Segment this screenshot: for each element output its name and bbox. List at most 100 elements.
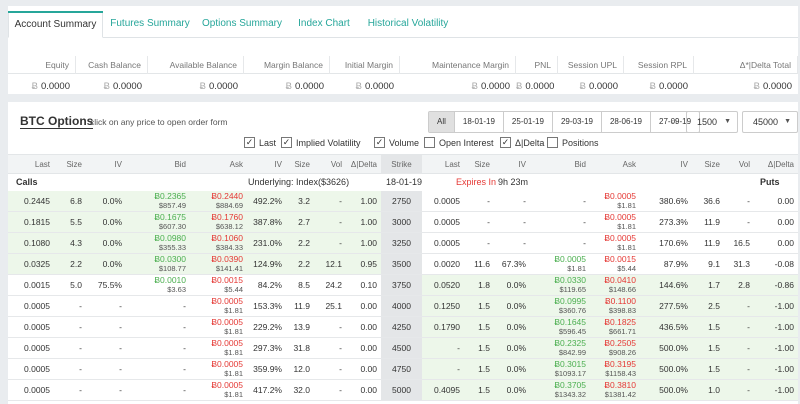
cell-call-bid[interactable]: -: [183, 364, 186, 374]
cell-call-bid[interactable]: -: [183, 343, 186, 353]
price-btc[interactable]: Ƀ0.0005: [604, 191, 636, 201]
checkbox-box[interactable]: ✓: [244, 137, 255, 148]
price-btc[interactable]: Ƀ0.0410: [604, 275, 636, 285]
cell-put-ask[interactable]: Ƀ0.2505 $908.26: [590, 338, 640, 358]
cell-put-bid[interactable]: -: [583, 238, 586, 248]
column-header-put-size-ask[interactable]: Size: [704, 160, 720, 169]
price-btc[interactable]: Ƀ0.2440: [211, 191, 243, 201]
cell-call-bid[interactable]: Ƀ0.1675 $607.30: [126, 212, 190, 232]
checkbox-box[interactable]: [547, 137, 558, 148]
price-btc[interactable]: Ƀ0.0005: [211, 296, 243, 306]
price-btc[interactable]: Ƀ0.0980: [154, 233, 186, 243]
price-btc[interactable]: Ƀ0.3015: [554, 359, 586, 369]
price-btc[interactable]: Ƀ0.3810: [604, 380, 636, 390]
price-btc[interactable]: Ƀ0.0005: [211, 380, 243, 390]
column-header-put-iv-ask[interactable]: IV: [680, 160, 688, 169]
column-header-call-iv-ask[interactable]: IV: [274, 160, 282, 169]
cell-put-ask[interactable]: Ƀ0.0005 $1.81: [590, 233, 640, 253]
date-button[interactable]: 27-09-19: [659, 117, 692, 126]
price-btc[interactable]: Ƀ0.0995: [554, 296, 586, 306]
price-btc[interactable]: Ƀ0.0330: [554, 275, 586, 285]
cell-put-ask[interactable]: Ƀ0.1825 $661.71: [590, 317, 640, 337]
column-header-put-size[interactable]: Size: [474, 160, 490, 169]
price-btc[interactable]: Ƀ0.3195: [604, 359, 636, 369]
column-header-put-delta[interactable]: Δ|Delta: [767, 160, 794, 169]
checkbox-last[interactable]: ✓ Last: [244, 136, 276, 150]
checkbox-positions[interactable]: Positions: [547, 136, 599, 150]
price-btc[interactable]: Ƀ0.0010: [154, 275, 186, 285]
cell-put-ask[interactable]: Ƀ0.0015 $5.44: [590, 254, 640, 274]
cell-call-bid[interactable]: -: [183, 301, 186, 311]
cell-call-ask[interactable]: Ƀ0.1760 $638.12: [190, 212, 247, 232]
cell-call-ask[interactable]: Ƀ0.0390 $141.41: [190, 254, 247, 274]
date-button[interactable]: 18-01-19: [455, 112, 504, 132]
swap-icon[interactable]: ⇔: [669, 115, 680, 127]
cell-call-ask[interactable]: Ƀ0.0005 $1.81: [190, 359, 247, 379]
cell-put-ask[interactable]: Ƀ0.0005 $1.81: [590, 191, 640, 211]
cell-call-ask[interactable]: Ƀ0.0005 $1.81: [190, 317, 247, 337]
column-header-call-bid[interactable]: Bid: [174, 160, 186, 169]
cell-put-ask[interactable]: Ƀ0.3810 $1381.42: [590, 380, 640, 400]
column-header-call-iv[interactable]: IV: [114, 160, 122, 169]
price-btc[interactable]: Ƀ0.3705: [554, 380, 586, 390]
cell-put-bid[interactable]: Ƀ0.0995 $360.76: [530, 296, 590, 316]
column-header-call-last[interactable]: Last: [34, 160, 50, 169]
price-btc[interactable]: Ƀ0.0005: [211, 338, 243, 348]
price-btc[interactable]: Ƀ0.1060: [211, 233, 243, 243]
column-header-put-bid[interactable]: Bid: [574, 160, 586, 169]
column-header-call-size[interactable]: Size: [66, 160, 82, 169]
cell-put-ask[interactable]: Ƀ0.0410 $148.66: [590, 275, 640, 295]
price-btc[interactable]: Ƀ0.0005: [554, 254, 586, 264]
cell-put-bid[interactable]: Ƀ0.2325 $842.99: [530, 338, 590, 358]
price-btc[interactable]: Ƀ0.0015: [211, 275, 243, 285]
cell-call-bid[interactable]: Ƀ0.0300 $108.77: [126, 254, 190, 274]
column-header-call-ask[interactable]: Ask: [229, 160, 243, 169]
cell-call-bid[interactable]: Ƀ0.0980 $355.33: [126, 233, 190, 253]
checkbox-box[interactable]: ✓: [281, 137, 292, 148]
checkbox-box[interactable]: ✓: [374, 137, 385, 148]
cell-put-bid[interactable]: -: [583, 196, 586, 206]
price-btc[interactable]: Ƀ0.2505: [604, 338, 636, 348]
column-header-put-iv[interactable]: IV: [518, 160, 526, 169]
checkbox-implied-volatility[interactable]: ✓ Implied Volatility: [281, 136, 361, 150]
cell-call-ask[interactable]: Ƀ0.0015 $5.44: [190, 275, 247, 295]
cell-call-bid[interactable]: -: [183, 322, 186, 332]
price-btc[interactable]: Ƀ0.0005: [211, 359, 243, 369]
checkbox-delta[interactable]: ✓ Δ|Delta: [500, 136, 544, 150]
column-header-call-delta[interactable]: Δ|Delta: [350, 160, 377, 169]
checkbox-box[interactable]: ✓: [500, 137, 511, 148]
tab-account-summary[interactable]: Account Summary: [8, 11, 103, 38]
checkbox-open-interest[interactable]: Open Interest: [424, 136, 494, 150]
cell-call-ask[interactable]: Ƀ0.0005 $1.81: [190, 380, 247, 400]
cell-call-bid[interactable]: Ƀ0.0010 $3.63: [126, 275, 190, 295]
column-header-put-ask[interactable]: Ask: [622, 160, 636, 169]
cell-call-bid[interactable]: -: [183, 385, 186, 395]
cell-call-ask[interactable]: Ƀ0.1060 $384.33: [190, 233, 247, 253]
price-btc[interactable]: Ƀ0.2325: [554, 338, 586, 348]
cell-put-bid[interactable]: Ƀ0.1645 $596.45: [530, 317, 590, 337]
strike-to-select[interactable]: 45000 ▼: [742, 111, 798, 133]
checkbox-box[interactable]: [424, 137, 435, 148]
cell-put-ask[interactable]: Ƀ0.0005 $1.81: [590, 212, 640, 232]
column-header-call-vol[interactable]: Vol: [330, 160, 342, 169]
cell-put-bid[interactable]: Ƀ0.0330 $119.65: [530, 275, 590, 295]
cell-put-ask[interactable]: Ƀ0.3195 $1158.43: [590, 359, 640, 379]
price-btc[interactable]: Ƀ0.0015: [604, 254, 636, 264]
price-btc[interactable]: Ƀ0.0390: [211, 254, 243, 264]
tab-index-chart[interactable]: Index Chart: [298, 18, 350, 29]
price-btc[interactable]: Ƀ0.1675: [154, 212, 186, 222]
date-button[interactable]: 28-06-19: [602, 112, 652, 132]
cell-put-bid[interactable]: Ƀ0.0005 $1.81: [530, 254, 590, 274]
cell-put-bid[interactable]: Ƀ0.3705 $1343.32: [530, 380, 590, 400]
date-button[interactable]: 29-03-19: [553, 112, 602, 132]
cell-put-ask[interactable]: Ƀ0.1100 $398.83: [590, 296, 640, 316]
column-header-put-last[interactable]: Last: [444, 160, 460, 169]
column-header-strike[interactable]: Strike: [381, 155, 422, 174]
tab-futures-summary[interactable]: Futures Summary: [110, 18, 190, 29]
price-btc[interactable]: Ƀ0.0005: [604, 233, 636, 243]
strike-from-select[interactable]: 1500 ▼: [686, 111, 738, 133]
date-button-all[interactable]: All: [429, 112, 455, 132]
tab-historical-volatility[interactable]: Historical Volatility: [367, 18, 449, 29]
price-btc[interactable]: Ƀ0.2365: [154, 191, 186, 201]
cell-call-ask[interactable]: Ƀ0.0005 $1.81: [190, 296, 247, 316]
